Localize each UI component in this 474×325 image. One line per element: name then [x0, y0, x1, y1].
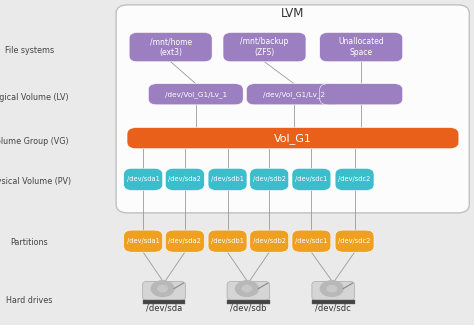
FancyBboxPatch shape: [292, 168, 331, 190]
Text: /dev/sdb: /dev/sdb: [230, 304, 267, 313]
Text: Volume Group (VG): Volume Group (VG): [0, 137, 68, 146]
Text: /dev/sda1: /dev/sda1: [127, 238, 160, 244]
Circle shape: [236, 281, 258, 296]
FancyBboxPatch shape: [312, 281, 355, 300]
FancyBboxPatch shape: [335, 168, 374, 190]
FancyBboxPatch shape: [124, 168, 163, 190]
Text: /dev/Vol_G1/Lv_2: /dev/Vol_G1/Lv_2: [263, 91, 325, 98]
Circle shape: [158, 285, 167, 292]
Text: File systems: File systems: [5, 46, 54, 55]
Text: /dev/sdc1: /dev/sdc1: [295, 238, 328, 244]
Text: /dev/sdb1: /dev/sdb1: [211, 176, 244, 182]
Bar: [143, 300, 185, 304]
Text: /dev/sda2: /dev/sda2: [168, 176, 201, 182]
Text: LVM: LVM: [281, 7, 305, 20]
Text: /dev/sdc1: /dev/sdc1: [295, 176, 328, 182]
Text: /dev/sda: /dev/sda: [146, 304, 182, 313]
Text: /dev/sdb2: /dev/sdb2: [253, 238, 286, 244]
FancyBboxPatch shape: [223, 32, 306, 62]
Text: /dev/sdc: /dev/sdc: [315, 304, 351, 313]
FancyBboxPatch shape: [143, 281, 185, 300]
FancyBboxPatch shape: [319, 84, 402, 105]
Text: /dev/sdc2: /dev/sdc2: [338, 238, 371, 244]
Text: /mnt/home
(ext3): /mnt/home (ext3): [150, 37, 191, 57]
Text: Physical Volume (PV): Physical Volume (PV): [0, 177, 72, 187]
FancyBboxPatch shape: [319, 32, 402, 62]
Text: /mnt/backup
(ZFS): /mnt/backup (ZFS): [240, 37, 289, 57]
Text: Logical Volume (LV): Logical Volume (LV): [0, 93, 69, 102]
FancyBboxPatch shape: [335, 230, 374, 252]
FancyBboxPatch shape: [208, 230, 247, 252]
Text: Vol_G1: Vol_G1: [274, 133, 312, 144]
Circle shape: [151, 281, 174, 296]
Circle shape: [320, 281, 343, 296]
FancyBboxPatch shape: [246, 84, 341, 105]
Text: Hard drives: Hard drives: [6, 296, 53, 305]
FancyBboxPatch shape: [148, 84, 243, 105]
Text: /dev/sda2: /dev/sda2: [168, 238, 201, 244]
Text: Unallocated
Space: Unallocated Space: [338, 37, 384, 57]
Text: Partitions: Partitions: [10, 238, 48, 247]
FancyBboxPatch shape: [165, 230, 204, 252]
FancyBboxPatch shape: [116, 5, 469, 213]
FancyBboxPatch shape: [124, 230, 163, 252]
FancyBboxPatch shape: [165, 168, 204, 190]
Circle shape: [242, 285, 252, 292]
Text: /dev/Vol_G1/Lv_1: /dev/Vol_G1/Lv_1: [164, 91, 227, 98]
Text: /dev/sdb2: /dev/sdb2: [253, 176, 286, 182]
Bar: [312, 300, 355, 304]
FancyBboxPatch shape: [208, 168, 247, 190]
Text: /dev/sdc2: /dev/sdc2: [338, 176, 371, 182]
Circle shape: [327, 285, 337, 292]
Bar: [227, 300, 270, 304]
FancyBboxPatch shape: [292, 230, 331, 252]
Text: /dev/sdb1: /dev/sdb1: [211, 238, 244, 244]
FancyBboxPatch shape: [250, 230, 289, 252]
Text: /dev/sda1: /dev/sda1: [127, 176, 160, 182]
FancyBboxPatch shape: [227, 281, 270, 300]
FancyBboxPatch shape: [129, 32, 212, 62]
FancyBboxPatch shape: [250, 168, 289, 190]
FancyBboxPatch shape: [127, 128, 459, 149]
